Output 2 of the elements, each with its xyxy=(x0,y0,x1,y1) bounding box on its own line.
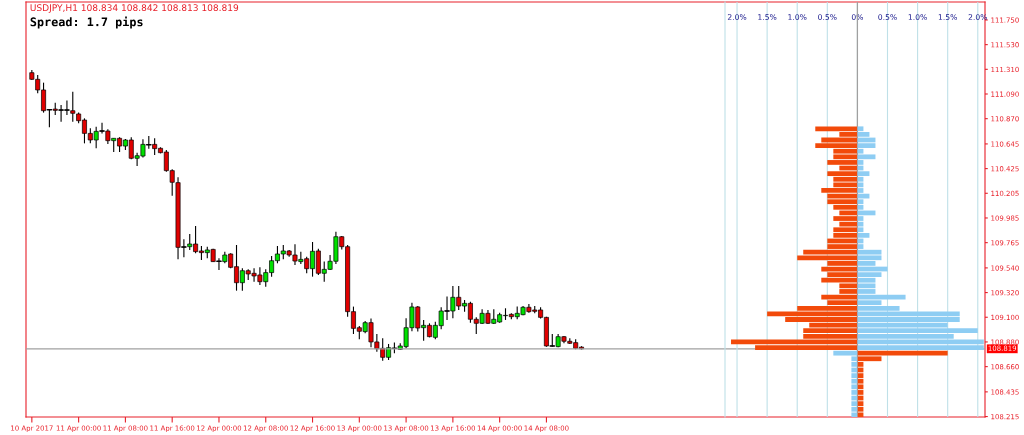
chart-title: USDJPY,H1 108.834 108.842 108.813 108.819 xyxy=(30,4,239,13)
text: Spread: 1.7 pips xyxy=(30,16,143,29)
